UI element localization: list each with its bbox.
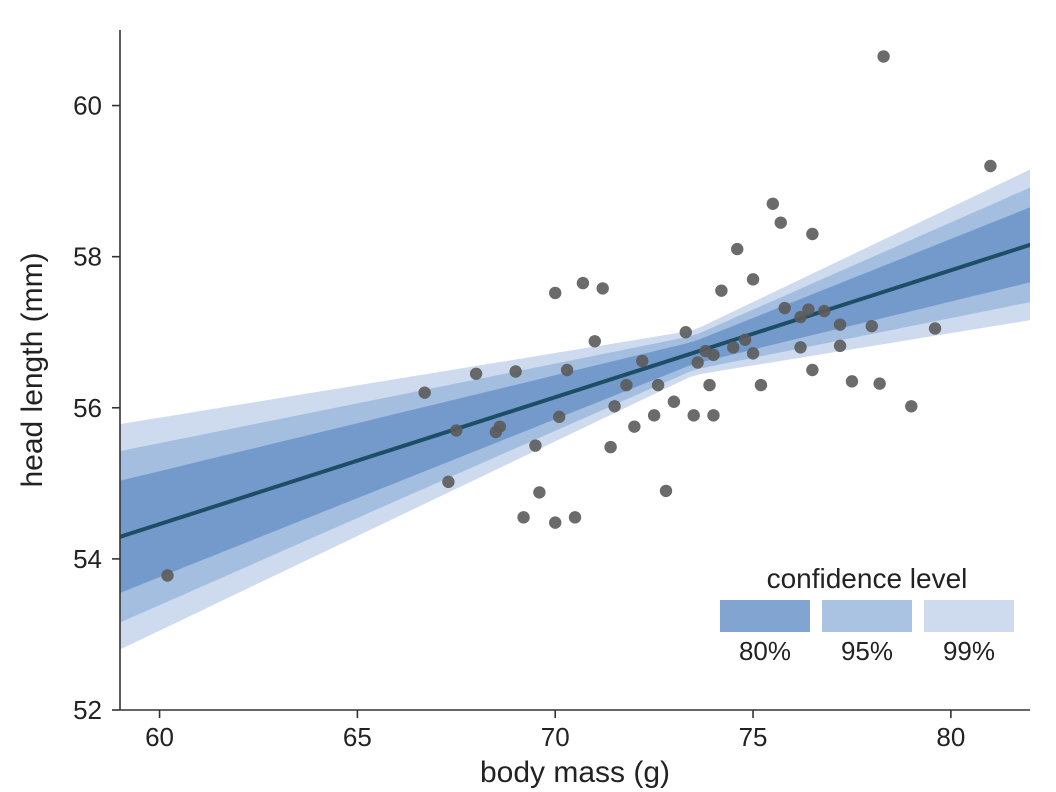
data-point bbox=[549, 516, 561, 528]
legend: confidence level 80% 95% 99% bbox=[720, 563, 1014, 666]
legend-label: 80% bbox=[739, 636, 791, 666]
y-axis-label: head length (mm) bbox=[16, 252, 49, 487]
data-point bbox=[846, 375, 858, 387]
data-point bbox=[806, 364, 818, 376]
data-point bbox=[727, 341, 739, 353]
x-tick-label: 65 bbox=[343, 722, 372, 752]
data-point bbox=[929, 322, 941, 334]
legend-title: confidence level bbox=[767, 563, 968, 594]
legend-label: 95% bbox=[841, 636, 893, 666]
data-point bbox=[533, 486, 545, 498]
data-point bbox=[569, 511, 581, 523]
y-tick-label: 58 bbox=[73, 242, 102, 272]
legend-swatch-99% bbox=[924, 600, 1014, 632]
data-point bbox=[636, 355, 648, 367]
data-point bbox=[905, 400, 917, 412]
data-point bbox=[834, 340, 846, 352]
data-point bbox=[470, 368, 482, 380]
x-tick-label: 60 bbox=[145, 722, 174, 752]
x-tick-label: 75 bbox=[739, 722, 768, 752]
data-point bbox=[707, 409, 719, 421]
y-tick-label: 54 bbox=[73, 544, 102, 574]
data-point bbox=[648, 409, 660, 421]
regression-line-group bbox=[120, 245, 1030, 537]
regression-line bbox=[120, 245, 1030, 537]
legend-swatch-95% bbox=[822, 600, 912, 632]
scatter-regression-chart: 60 65 70 75 80 52 54 56 58 60 body mass (g) head le… bbox=[0, 0, 1056, 792]
data-point bbox=[747, 273, 759, 285]
data-point bbox=[755, 379, 767, 391]
data-point bbox=[806, 228, 818, 240]
data-point bbox=[984, 160, 996, 172]
data-point bbox=[529, 439, 541, 451]
data-point bbox=[747, 347, 759, 359]
data-point bbox=[873, 377, 885, 389]
y-tick-label: 56 bbox=[73, 393, 102, 423]
data-point bbox=[620, 379, 632, 391]
data-point bbox=[866, 320, 878, 332]
x-axis-label: body mass (g) bbox=[480, 756, 670, 789]
data-point bbox=[739, 334, 751, 346]
data-point bbox=[494, 420, 506, 432]
data-point bbox=[767, 198, 779, 210]
data-point bbox=[775, 216, 787, 228]
data-point bbox=[549, 287, 561, 299]
data-point bbox=[553, 411, 565, 423]
data-point bbox=[442, 476, 454, 488]
data-point bbox=[778, 302, 790, 314]
data-point bbox=[877, 50, 889, 62]
confidence-band-80% bbox=[120, 207, 1030, 593]
data-point bbox=[450, 424, 462, 436]
y-tick-label: 52 bbox=[73, 695, 102, 725]
data-point bbox=[680, 326, 692, 338]
legend-swatch-80% bbox=[720, 600, 810, 632]
data-point bbox=[509, 365, 521, 377]
data-point bbox=[589, 335, 601, 347]
chart-svg: 60 65 70 75 80 52 54 56 58 60 body mass (g) head le… bbox=[0, 0, 1056, 792]
data-point bbox=[834, 318, 846, 330]
data-point bbox=[707, 349, 719, 361]
x-tick-label: 80 bbox=[936, 722, 965, 752]
data-point bbox=[604, 441, 616, 453]
data-point bbox=[577, 277, 589, 289]
data-point bbox=[596, 282, 608, 294]
data-point bbox=[517, 511, 529, 523]
data-point bbox=[703, 379, 715, 391]
data-point bbox=[715, 284, 727, 296]
legend-label: 99% bbox=[943, 636, 995, 666]
data-point bbox=[687, 409, 699, 421]
data-point bbox=[802, 303, 814, 315]
data-point bbox=[668, 396, 680, 408]
y-tick-label: 60 bbox=[73, 91, 102, 121]
data-point bbox=[161, 569, 173, 581]
data-point bbox=[418, 386, 430, 398]
data-point bbox=[660, 485, 672, 497]
data-point bbox=[794, 341, 806, 353]
data-point bbox=[628, 420, 640, 432]
data-point bbox=[608, 400, 620, 412]
x-tick-label: 70 bbox=[541, 722, 570, 752]
data-point bbox=[731, 243, 743, 255]
data-point bbox=[561, 364, 573, 376]
data-point bbox=[818, 305, 830, 317]
data-point bbox=[652, 379, 664, 391]
data-point bbox=[691, 356, 703, 368]
